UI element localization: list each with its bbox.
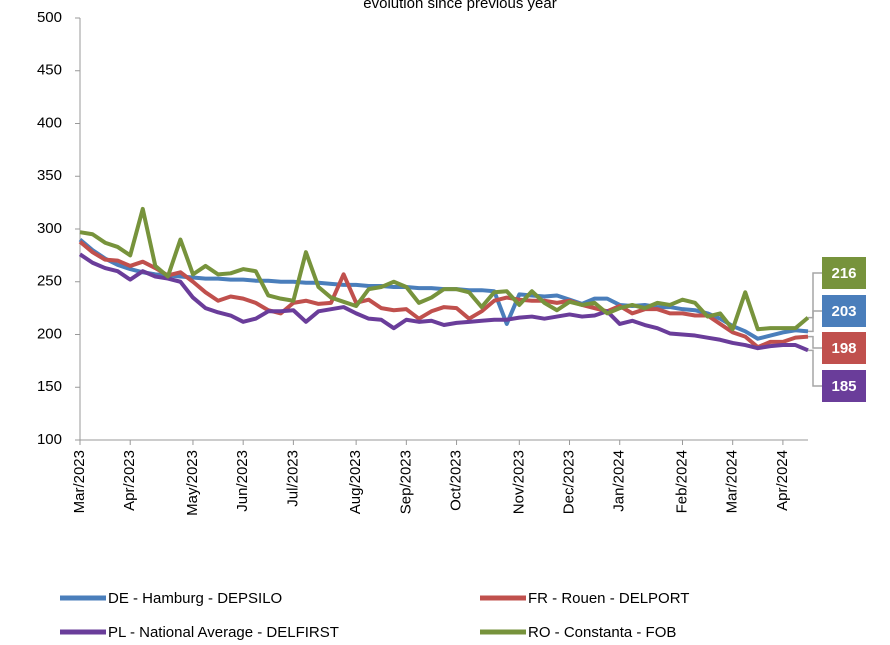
x-tick-label: Mar/2023 [71,450,88,513]
y-tick-label: 450 [37,62,62,79]
x-tick-label: Feb/2024 [673,450,690,513]
label-connector [808,349,822,387]
x-tick-label: Aug/2023 [347,450,364,514]
y-tick-label: 150 [37,378,62,395]
x-tick-label: Nov/2023 [510,450,527,514]
value-label-box [822,295,866,327]
legend-label: RO - Constanta - FOB [528,624,676,641]
label-connector [808,310,822,333]
value-label: 198 [831,340,856,357]
y-tick-label: 400 [37,114,62,131]
y-tick-label: 350 [37,167,62,184]
y-tick-label: 300 [37,220,62,237]
value-label: 185 [831,378,856,395]
legend-label: DE - Hamburg - DEPSILO [108,590,282,607]
x-tick-label: Dec/2023 [560,450,577,514]
series-line [79,206,810,332]
value-label-box [822,332,866,364]
value-label: 203 [831,303,856,320]
value-label-box [822,257,866,289]
y-tick-label: 250 [37,273,62,290]
legend-label: FR - Rouen - DELPORT [528,590,689,607]
x-tick-label: Sep/2023 [397,450,414,514]
value-label-box [822,370,866,402]
x-tick-label: Jul/2023 [284,450,301,507]
x-tick-label: Mar/2024 [724,450,741,513]
x-tick-label: Oct/2023 [448,450,465,511]
legend-label: PL - National Average - DELFIRST [108,624,339,641]
y-tick-label: 500 [37,9,62,26]
y-tick-label: 100 [37,431,62,448]
series-line [78,252,809,353]
y-tick-label: 200 [37,325,62,342]
x-tick-label: Apr/2024 [774,450,791,511]
value-label: 216 [831,265,856,282]
x-tick-label: Apr/2023 [121,450,138,511]
x-tick-label: May/2023 [184,450,201,516]
label-connector [808,335,822,349]
x-tick-label: Jun/2023 [234,450,251,512]
label-connector [808,272,822,319]
x-tick-label: Jan/2024 [611,450,628,512]
series-line [78,240,809,350]
chart-title: evolution since previous year [363,0,556,12]
